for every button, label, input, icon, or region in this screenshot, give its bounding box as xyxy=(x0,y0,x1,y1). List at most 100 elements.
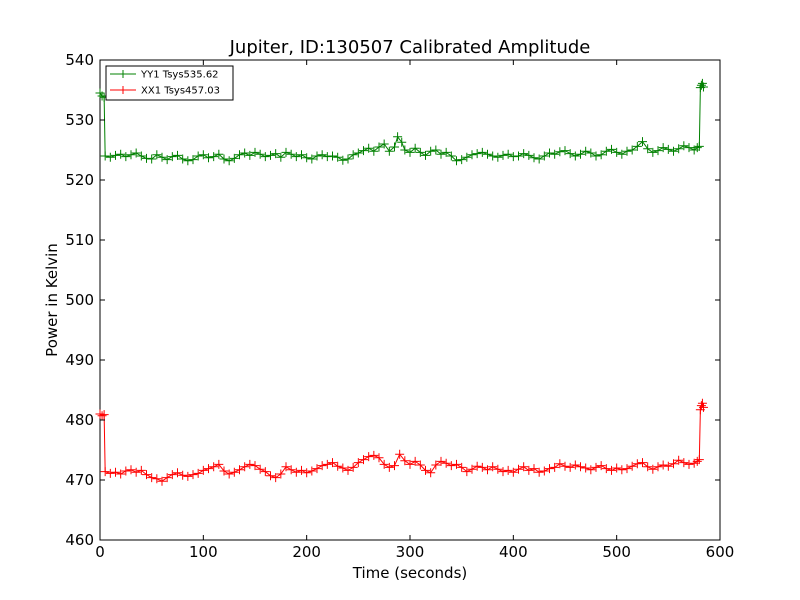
data-point xyxy=(152,150,162,160)
data-point xyxy=(390,461,399,471)
data-point xyxy=(229,153,239,163)
data-point xyxy=(612,463,622,473)
data-point xyxy=(488,151,498,161)
legend-box xyxy=(105,65,234,101)
data-point xyxy=(503,465,513,475)
data-point xyxy=(317,150,327,160)
data-point xyxy=(374,142,384,152)
data-point xyxy=(457,155,467,165)
data-point xyxy=(410,143,420,153)
data-point xyxy=(348,462,358,472)
data-point xyxy=(503,149,513,159)
data-point xyxy=(188,155,198,165)
data-point xyxy=(696,80,706,90)
data-point xyxy=(581,463,591,473)
data-point xyxy=(235,150,244,160)
data-point xyxy=(581,146,591,156)
x-tick-label: 300 xyxy=(396,543,425,561)
data-point xyxy=(622,464,632,474)
data-point xyxy=(126,150,136,160)
data-point xyxy=(483,149,492,159)
data-point xyxy=(131,467,141,477)
data-point xyxy=(534,467,544,477)
data-point xyxy=(534,154,544,164)
data-point xyxy=(462,152,472,162)
data-point xyxy=(560,146,570,156)
data-point xyxy=(214,149,224,159)
data-point xyxy=(669,146,678,156)
data-point xyxy=(674,455,684,465)
data-point xyxy=(338,155,348,165)
data-point xyxy=(183,156,193,166)
data-point xyxy=(142,470,151,480)
data-point xyxy=(612,147,622,157)
data-point xyxy=(524,150,534,160)
data-point xyxy=(193,151,203,161)
data-point xyxy=(111,467,120,477)
data-point xyxy=(627,461,637,471)
data-point xyxy=(105,152,115,162)
data-point xyxy=(369,146,379,156)
data-point xyxy=(183,471,193,481)
data-point xyxy=(266,150,275,160)
data-point xyxy=(550,149,560,159)
legend: YY1 Tsys535.62 XX1 Tsys457.03 xyxy=(105,65,234,101)
data-point xyxy=(426,146,436,156)
data-point xyxy=(576,462,585,472)
data-point xyxy=(147,154,157,164)
data-point xyxy=(663,144,673,154)
data-point xyxy=(483,465,492,475)
data-point xyxy=(622,146,632,156)
data-point xyxy=(369,450,379,460)
data-point xyxy=(105,468,115,478)
data-point xyxy=(121,152,131,162)
data-point xyxy=(235,465,244,475)
data-point xyxy=(452,459,461,469)
data-point xyxy=(162,155,172,165)
y-tick-label: 530 xyxy=(65,111,94,129)
data-point xyxy=(178,470,188,480)
x-tick-label: 100 xyxy=(189,543,218,561)
data-point xyxy=(601,146,611,156)
data-point xyxy=(271,149,281,159)
data-point xyxy=(539,151,549,161)
data-point xyxy=(116,469,126,479)
data-point xyxy=(514,151,523,161)
y-axis-label: Power in Kelvin xyxy=(43,243,61,357)
data-point xyxy=(488,462,498,472)
data-point xyxy=(446,151,456,161)
data-point xyxy=(617,465,627,475)
data-point xyxy=(97,411,107,421)
data-point xyxy=(312,464,322,474)
data-point xyxy=(684,143,694,153)
data-point xyxy=(364,143,374,153)
ticks-layer: 0 100 200 300 400 500 600 460 470 480 490 500 510 520… xyxy=(65,51,734,561)
data-point xyxy=(472,461,482,471)
data-point xyxy=(555,147,565,157)
data-point xyxy=(462,467,472,477)
data-point xyxy=(395,449,405,459)
data-point xyxy=(493,152,503,162)
data-point xyxy=(498,467,508,477)
data-point xyxy=(441,458,451,468)
data-point xyxy=(291,152,301,162)
data-point xyxy=(219,154,229,164)
data-point xyxy=(565,462,575,472)
x-tick-label: 500 xyxy=(602,543,631,561)
data-point xyxy=(669,459,678,469)
data-point xyxy=(198,150,208,160)
data-point xyxy=(121,466,131,476)
data-point xyxy=(281,462,291,472)
x-tick-label: 400 xyxy=(499,543,528,561)
data-point xyxy=(696,401,706,411)
y-tick-label: 460 xyxy=(65,531,94,549)
y-tick-label: 520 xyxy=(65,171,94,189)
data-point xyxy=(596,150,606,160)
data-point xyxy=(322,152,332,162)
data-point xyxy=(560,461,570,471)
data-point xyxy=(436,149,446,159)
data-point xyxy=(99,410,109,420)
data-point xyxy=(302,153,312,163)
data-point xyxy=(333,152,343,162)
data-point xyxy=(204,464,213,474)
